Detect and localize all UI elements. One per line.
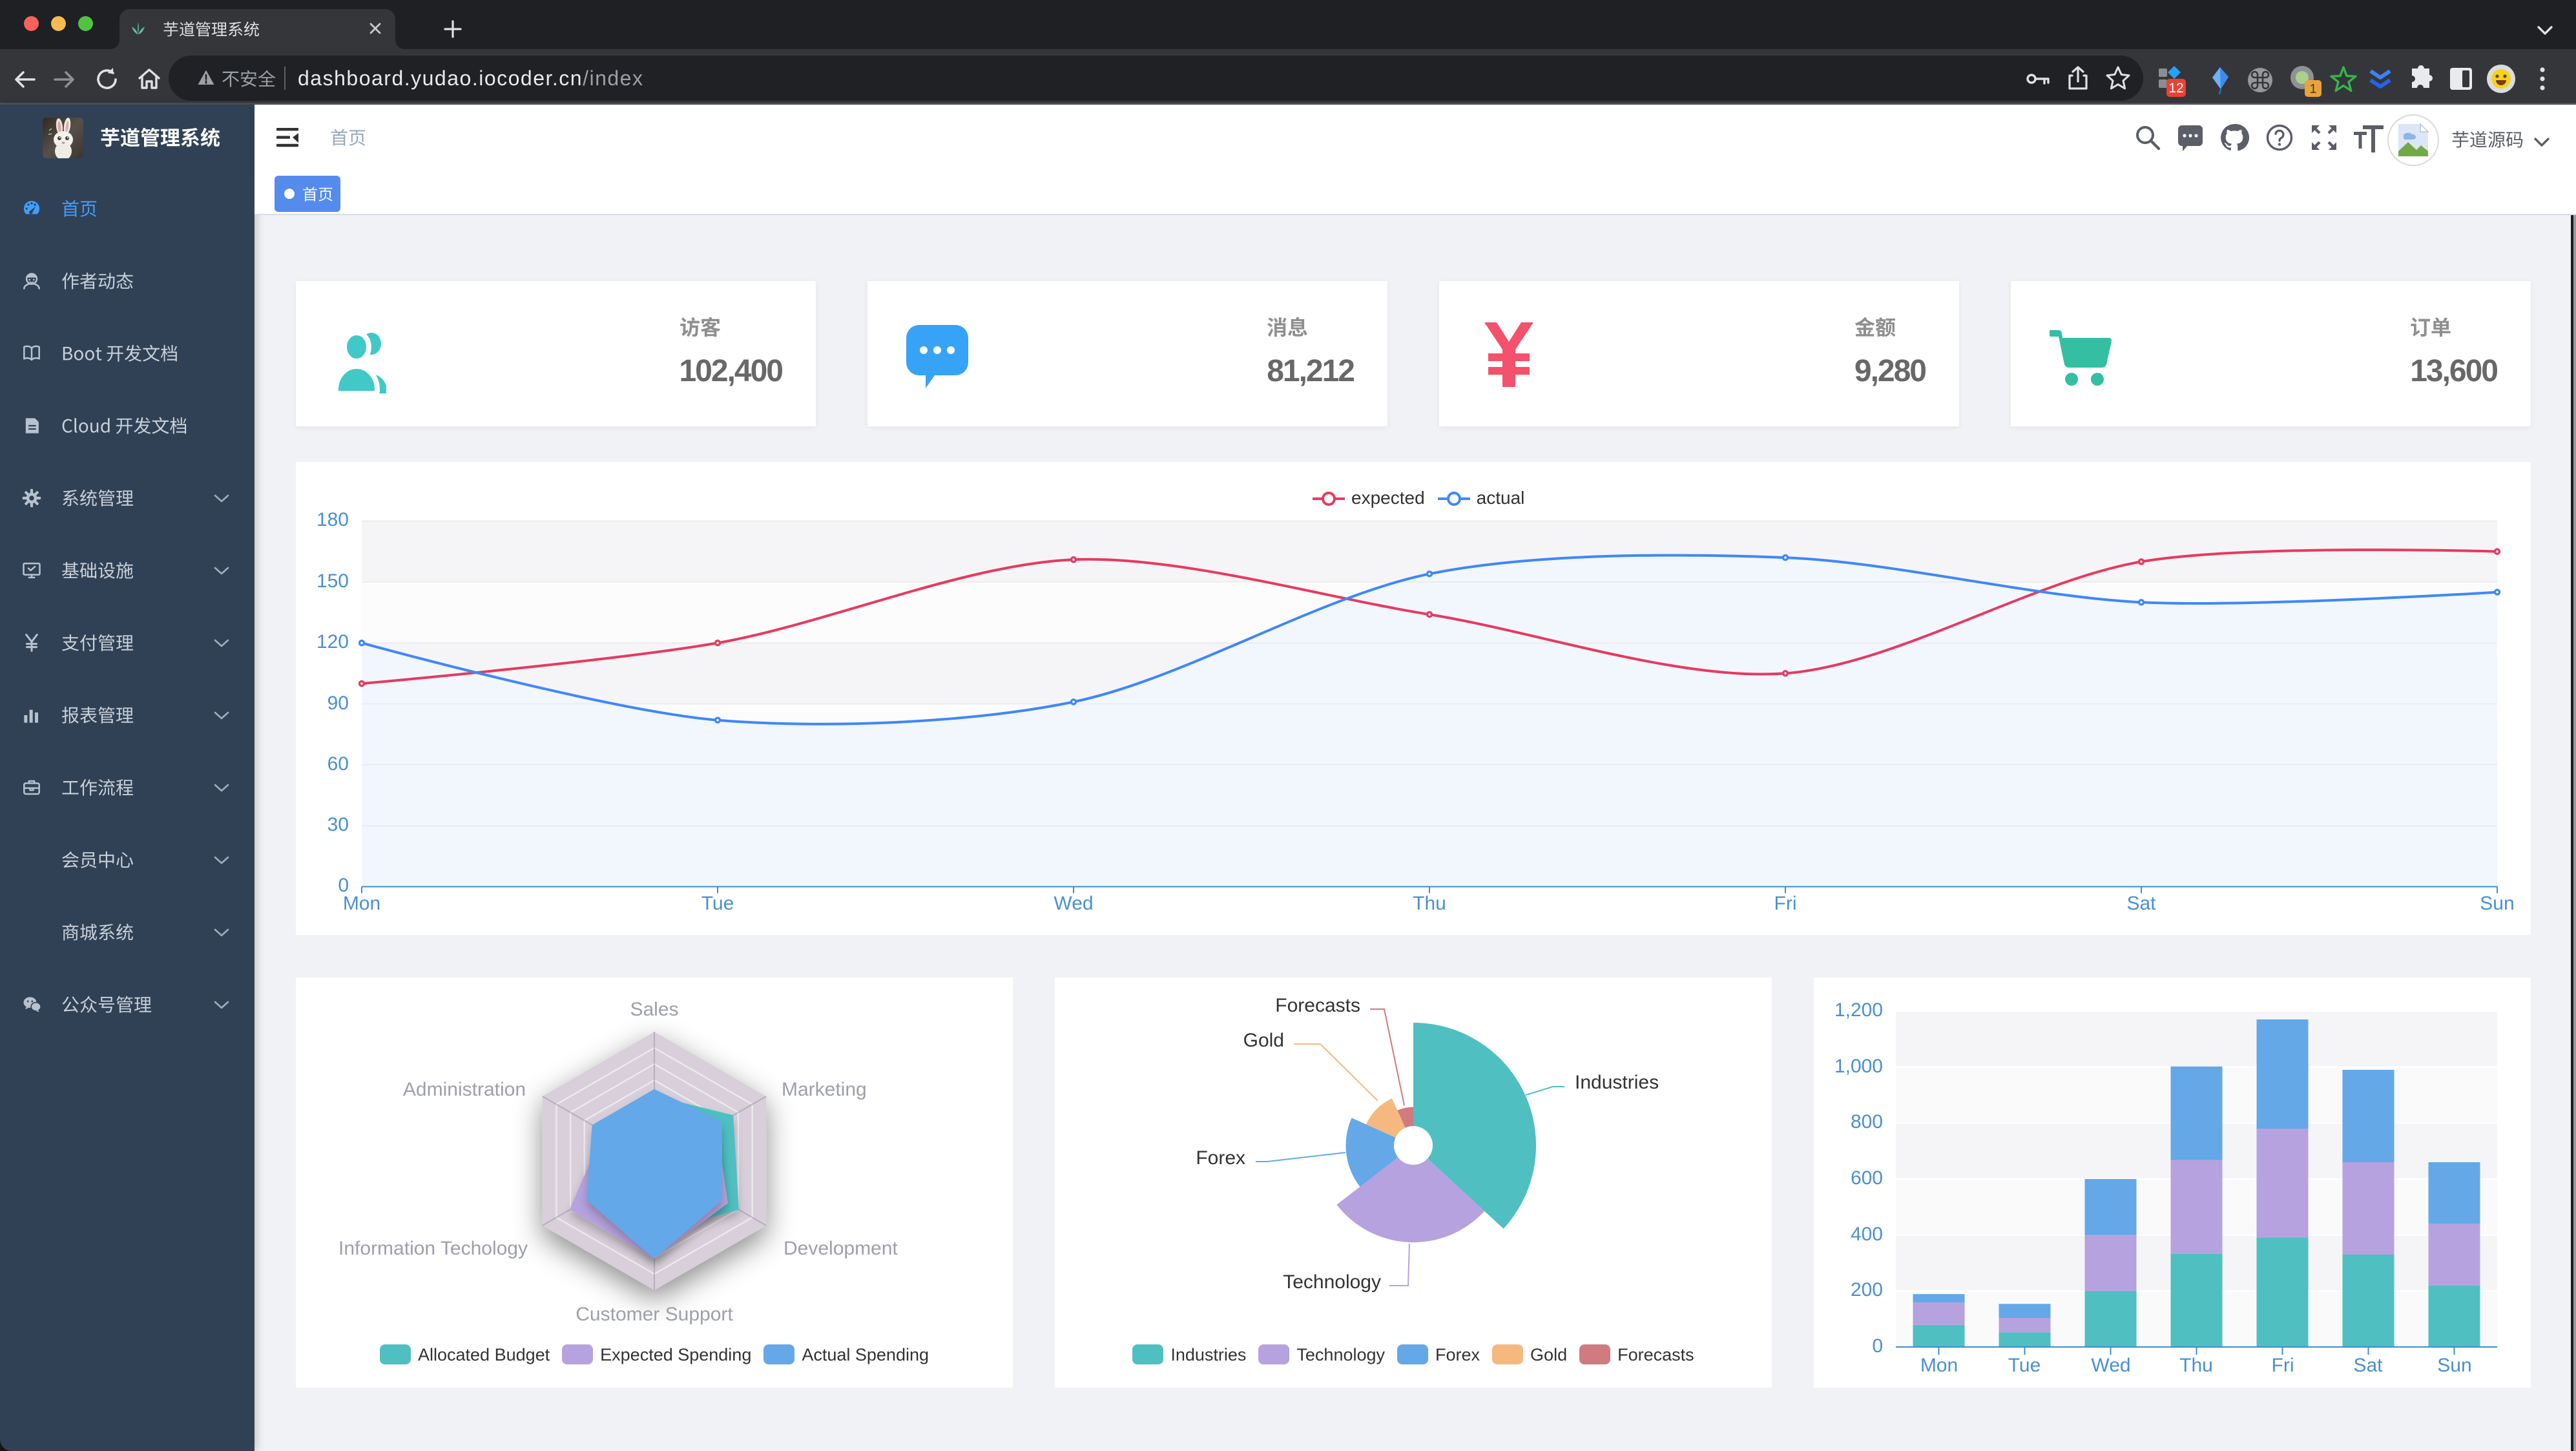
- svg-text:1: 1: [2309, 82, 2316, 96]
- svg-text:12: 12: [2168, 81, 2183, 96]
